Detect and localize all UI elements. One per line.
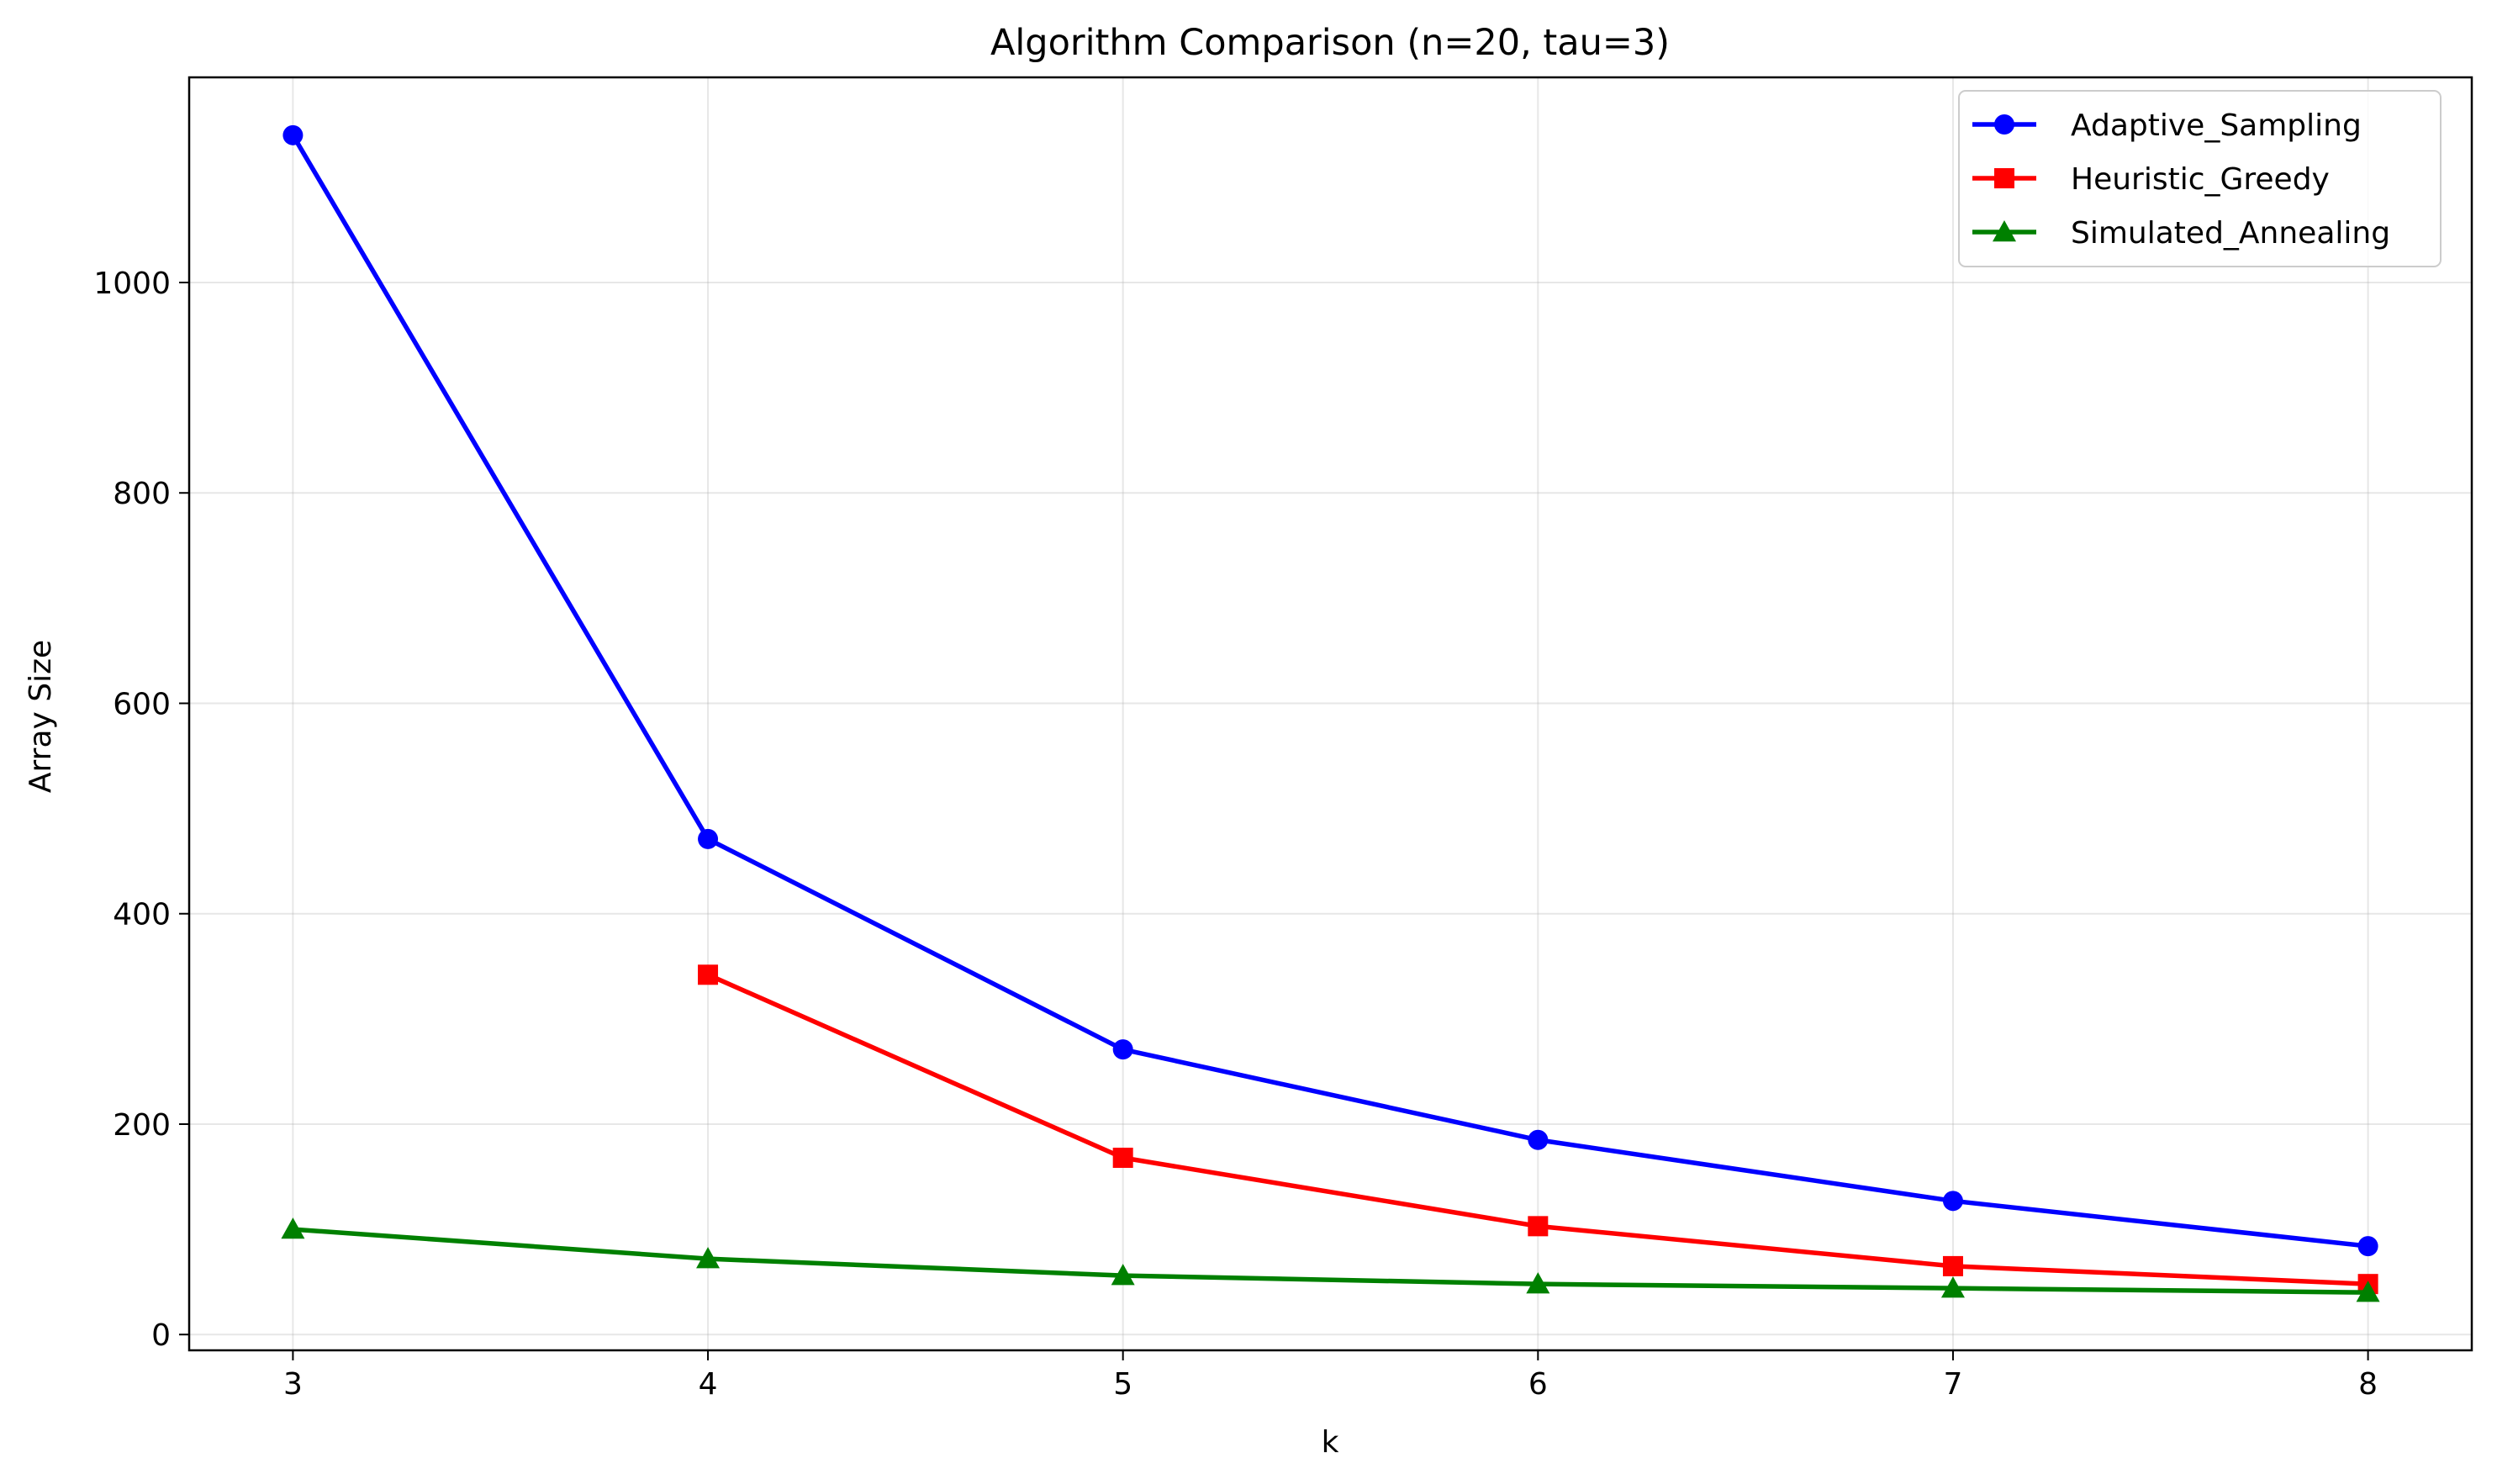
data-point-Heuristic_Greedy-5 (1112, 1148, 1133, 1169)
series-Adaptive_Sampling (282, 124, 2378, 1257)
x-tick-label-0: 3 (283, 1367, 303, 1402)
series-line-Adaptive_Sampling (291, 134, 2368, 1249)
y-tick-label-3: 600 (113, 687, 171, 721)
data-point-Adaptive_Sampling-4 (698, 828, 719, 849)
legend: Adaptive_Sampling Heuristic_Greedy Simulat… (1958, 90, 2442, 267)
data-point-Simulated_Annealing-5 (1111, 1264, 1135, 1286)
series-layer (281, 124, 2380, 1302)
grid-lines (189, 77, 2472, 1350)
series-Simulated_Annealing (281, 1217, 2380, 1302)
data-point-Adaptive_Sampling-6 (1528, 1129, 1549, 1150)
data-point-Simulated_Annealing-8 (2356, 1281, 2380, 1302)
y-tick-label-5: 1000 (93, 267, 171, 301)
legend-marker-Heuristic_Greedy (1994, 168, 2014, 188)
plot-frame (187, 76, 2473, 1352)
series-line-Simulated_Annealing (293, 1227, 2368, 1295)
data-point-Simulated_Annealing-3 (281, 1217, 305, 1239)
x-tick-label-4: 7 (1944, 1367, 1963, 1402)
data-point-Heuristic_Greedy-7 (1942, 1255, 1963, 1276)
legend-item-Adaptive_Sampling: Adaptive_Sampling (1972, 108, 2362, 143)
axis-ticks: 3 4 5 6 7 8 0 200 400 600 800 1000 (93, 267, 2378, 1402)
legend-marker-Simulated_Annealing (1993, 220, 2016, 242)
legend-box (1958, 90, 2442, 267)
legend-marker-Adaptive_Sampling (1994, 114, 2014, 135)
data-point-Simulated_Annealing-7 (1940, 1276, 1965, 1298)
y-tick-label-1: 200 (113, 1108, 171, 1143)
x-axis-label: k (1322, 1425, 1339, 1460)
y-axis-label: Array Size (24, 640, 58, 793)
chart-title: Algorithm Comparison (n=20, tau=3) (990, 22, 1670, 64)
data-point-Heuristic_Greedy-6 (1528, 1216, 1549, 1237)
x-tick-label-1: 4 (699, 1367, 718, 1402)
data-point-Heuristic_Greedy-4 (698, 964, 719, 985)
data-point-Simulated_Annealing-6 (1526, 1272, 1550, 1294)
legend-label-Adaptive_Sampling: Adaptive_Sampling (2071, 108, 2362, 143)
legend-label-Simulated_Annealing: Simulated_Annealing (2071, 216, 2390, 251)
data-point-Adaptive_Sampling-3 (282, 124, 304, 145)
data-point-Adaptive_Sampling-8 (2357, 1236, 2378, 1257)
x-tick-label-2: 5 (1113, 1367, 1132, 1402)
data-point-Adaptive_Sampling-7 (1942, 1191, 1963, 1212)
data-point-Adaptive_Sampling-5 (1112, 1039, 1133, 1060)
legend-item-Simulated_Annealing: Simulated_Annealing (1972, 216, 2390, 251)
x-tick-label-3: 6 (1528, 1367, 1548, 1402)
y-tick-label-2: 400 (113, 898, 171, 932)
y-tick-label-0: 0 (151, 1318, 171, 1353)
y-tick-label-4: 800 (113, 477, 171, 511)
data-point-Simulated_Annealing-4 (696, 1247, 721, 1269)
legend-label-Heuristic_Greedy: Heuristic_Greedy (2071, 162, 2330, 197)
x-tick-label-5: 8 (2358, 1367, 2378, 1402)
legend-item-Heuristic_Greedy: Heuristic_Greedy (1972, 162, 2330, 197)
